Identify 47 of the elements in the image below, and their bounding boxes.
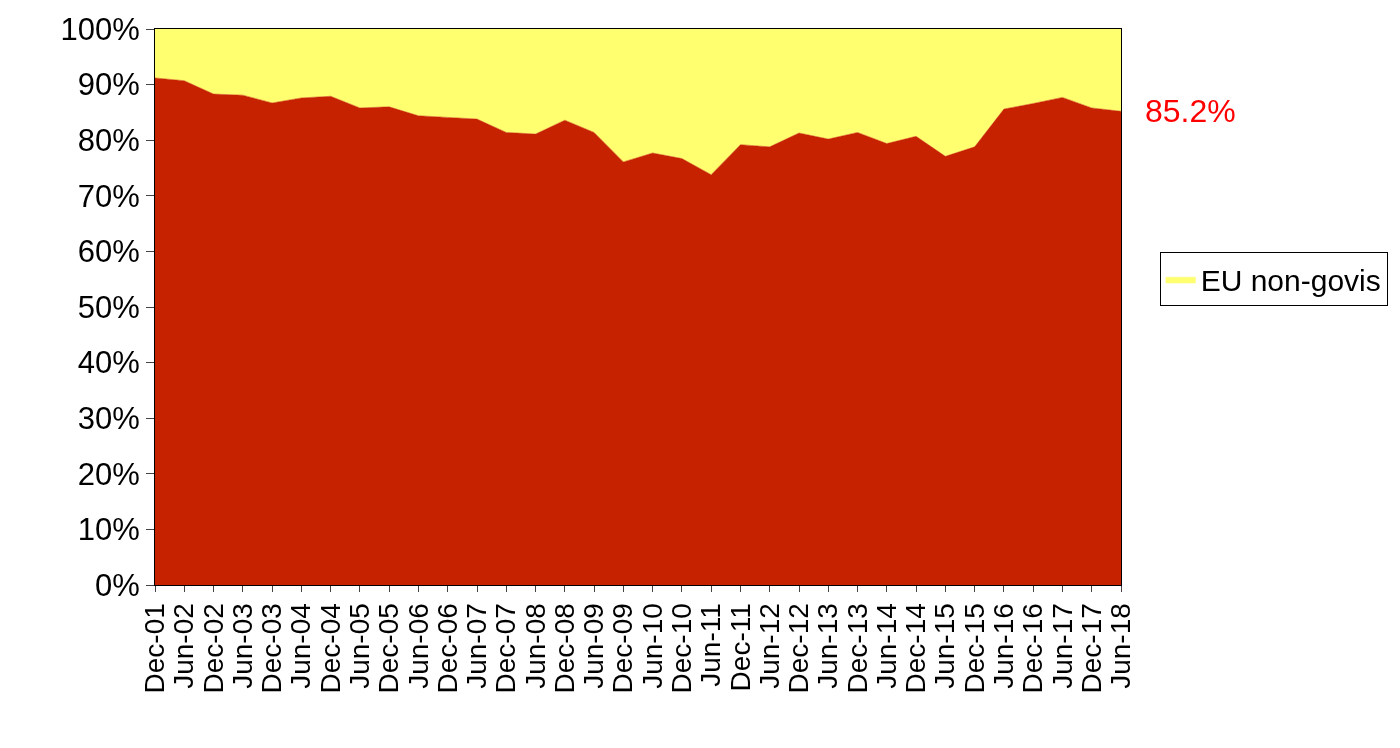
x-tick-label: Jun-16 (988, 603, 1020, 689)
x-tick-label: Dec-04 (314, 603, 346, 694)
x-tick-label: Jun-11 (695, 603, 727, 687)
x-tick-label: Jun-10 (636, 603, 668, 689)
y-tick-label: 50% (77, 289, 140, 325)
y-tick-label: 0% (94, 567, 140, 603)
x-tick-label: Jun-03 (226, 603, 258, 689)
x-tick-label: Dec-07 (490, 603, 522, 694)
x-tick-label: Dec-06 (431, 603, 463, 694)
x-tick-label: Dec-01 (139, 603, 171, 694)
y-tick-label: 10% (77, 512, 140, 548)
x-tick-label: Jun-18 (1105, 603, 1137, 689)
x-tick-label: Jun-09 (578, 603, 610, 689)
x-tick-label: Dec-13 (841, 603, 873, 694)
y-tick-label: 60% (77, 234, 140, 270)
x-tick-label: Dec-11 (724, 603, 756, 692)
x-tick-label: Jun-13 (812, 603, 844, 689)
x-tick-label: Jun-14 (870, 603, 902, 689)
y-tick-label: 80% (77, 123, 140, 159)
y-tick-label: 90% (77, 67, 140, 103)
x-tick-label: Jun-02 (168, 603, 200, 689)
x-tick-label: Jun-12 (753, 603, 785, 689)
legend-label: EU non-govis (1200, 263, 1381, 297)
x-tick-label: Jun-05 (344, 603, 376, 689)
x-tick-label: Dec-10 (666, 603, 698, 694)
x-tick-label: Jun-04 (285, 603, 317, 689)
x-tick-label: Dec-16 (1017, 603, 1049, 694)
x-tick-label: Dec-15 (958, 603, 990, 694)
x-tick-label: Dec-03 (256, 603, 288, 694)
x-tick-label: Dec-14 (900, 603, 932, 694)
data-label: 85.2% (1145, 93, 1236, 129)
x-tick-label: Dec-05 (373, 603, 405, 694)
y-tick-label: 100% (60, 11, 140, 47)
y-tick-label: 70% (77, 178, 140, 214)
x-tick-label: Jun-06 (402, 603, 434, 689)
x-tick-label: Dec-08 (548, 603, 580, 694)
x-tick-label: Jun-08 (519, 603, 551, 689)
x-tick-label: Dec-09 (607, 603, 639, 694)
x-tick-label: Jun-15 (929, 603, 961, 689)
x-tick-label: Dec-12 (783, 603, 815, 694)
x-tick-label: Jun-07 (461, 603, 493, 689)
x-tick-label: Jun-17 (1046, 603, 1078, 689)
y-tick-label: 30% (77, 401, 140, 437)
y-tick-label: 20% (77, 456, 140, 492)
x-tick-label: Dec-17 (1075, 603, 1107, 694)
x-tick-label: Dec-02 (197, 603, 229, 694)
y-tick-label: 40% (77, 345, 140, 381)
